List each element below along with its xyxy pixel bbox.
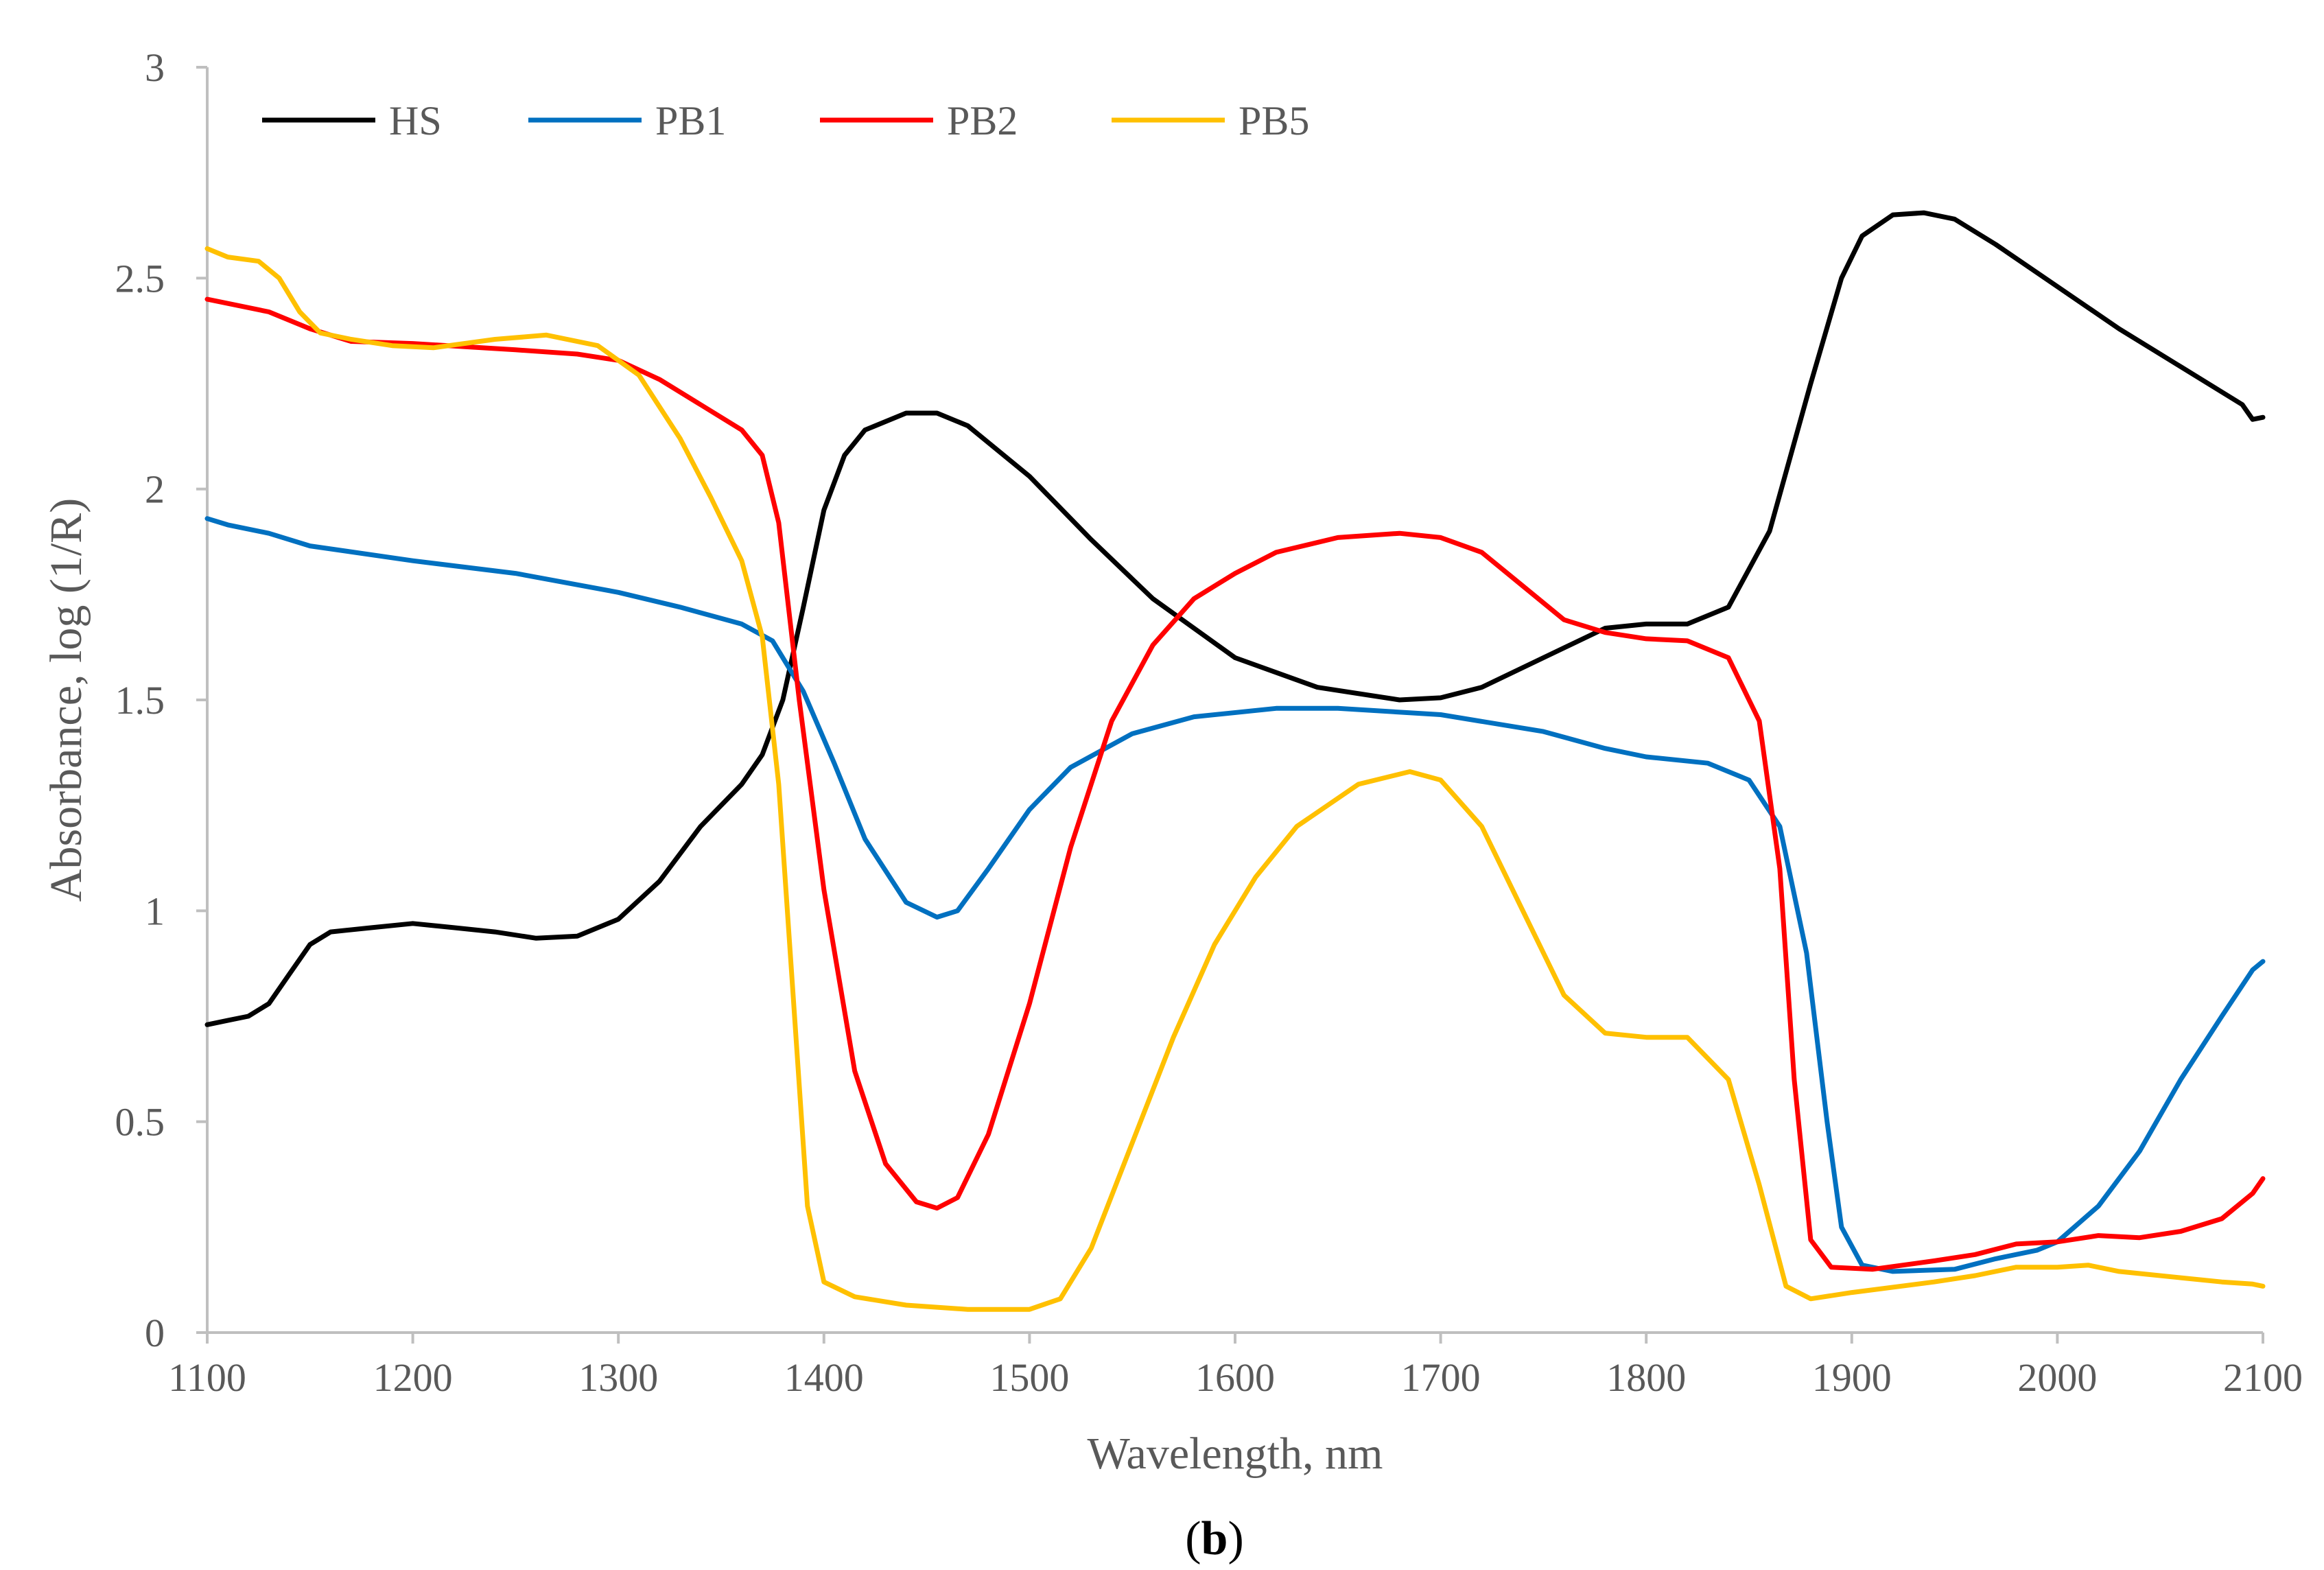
x-tick-label: 1500	[989, 1355, 1069, 1400]
x-tick-label: 2100	[2223, 1355, 2303, 1400]
legend-label-pb2: PB2	[947, 98, 1018, 143]
y-tick-label: 3	[145, 45, 165, 90]
x-tick-label: 1300	[578, 1355, 658, 1400]
x-tick-label: 2000	[2017, 1355, 2097, 1400]
y-tick-label: 2.5	[115, 256, 165, 301]
x-tick-label: 1700	[1401, 1355, 1481, 1400]
x-tick-label: 1100	[168, 1355, 246, 1400]
y-tick-label: 0	[145, 1311, 165, 1355]
panel-open-paren: (	[1185, 1512, 1201, 1565]
legend: HS PB1 PB2 PB5	[262, 98, 1309, 143]
x-tick-label: 1900	[1812, 1355, 1892, 1400]
x-tick-label: 1600	[1195, 1355, 1275, 1400]
y-tick-label: 1	[145, 889, 165, 933]
x-tick-label: 1200	[373, 1355, 453, 1400]
series-line-pb2	[204, 296, 2266, 1272]
series-lines	[204, 210, 2266, 1312]
legend-label-pb1: PB1	[655, 98, 726, 143]
x-tick-label: 1400	[784, 1355, 864, 1400]
y-tick-label: 0.5	[115, 1100, 165, 1145]
x-axis-title: Wavelength, nm	[1088, 1429, 1383, 1479]
series-line-pb5	[204, 246, 2266, 1312]
axes: 0 0.5 1 1.5 2 2.5 3 1100 1200 1300 1400 1500 1600 170…	[115, 45, 2303, 1400]
y-tick-label: 1.5	[115, 678, 165, 723]
y-axis-title: Absorbance, log (1/R)	[41, 498, 91, 902]
x-tick-label: 1800	[1606, 1355, 1686, 1400]
series-line-hs	[204, 210, 2266, 1027]
panel-label: (b)	[1185, 1512, 1244, 1565]
legend-label-hs: HS	[389, 98, 442, 143]
legend-label-pb5: PB5	[1239, 98, 1309, 143]
y-tick-label: 2	[145, 467, 165, 512]
series-line-pb1	[204, 516, 2266, 1274]
panel-close-paren: )	[1228, 1512, 1243, 1565]
panel-letter: b	[1201, 1512, 1228, 1565]
